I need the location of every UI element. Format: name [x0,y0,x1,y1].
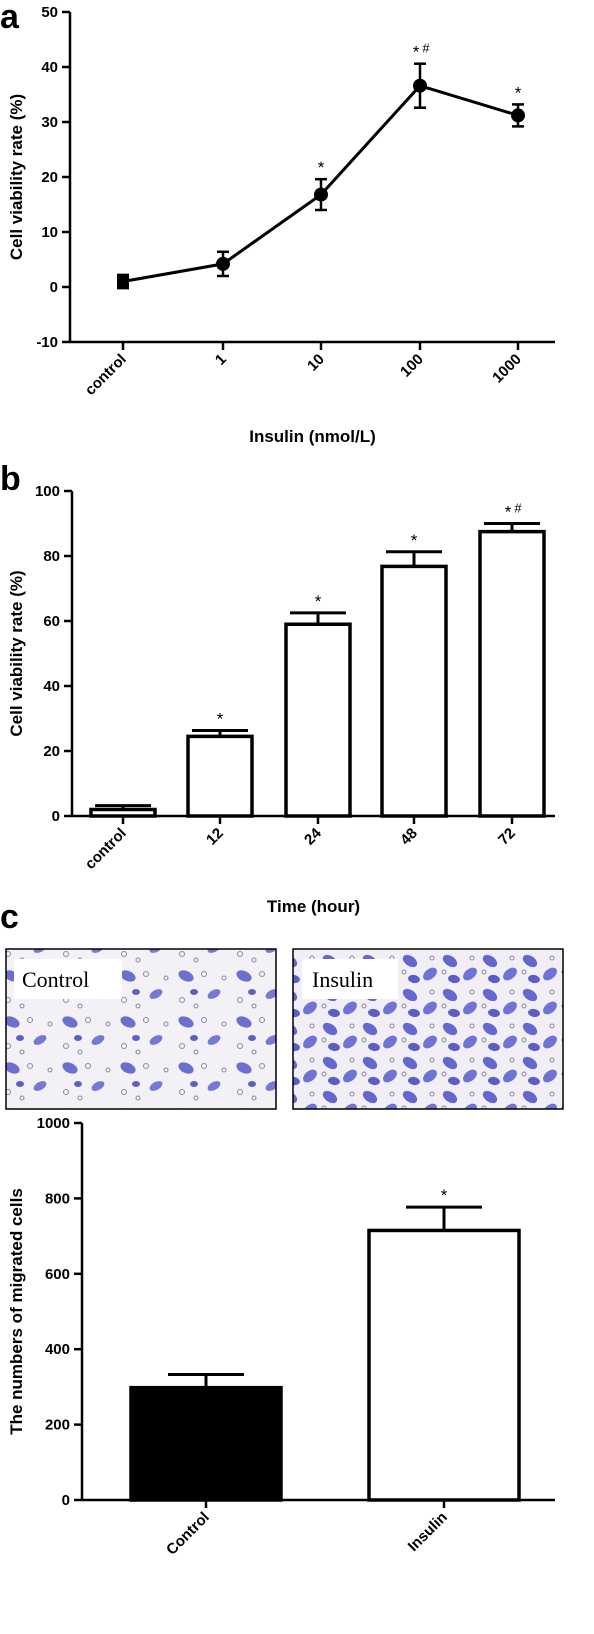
data-point [314,187,328,202]
point-3-sig-star: * [413,43,420,62]
data-point [117,275,129,288]
y-tick-label: 0 [50,279,58,296]
x-axis-title: Time (hour) [267,897,360,916]
y-tick-label: 0 [52,808,60,825]
y-tick-label: -10 [36,334,58,351]
bar-1-sig-star: * [217,710,224,729]
y-axis-title: Cell viability rate (%) [7,570,26,736]
x-tick-label: control [82,351,130,399]
y-tick-label: 0 [62,1492,70,1509]
x-tick-label: 1 [212,351,230,369]
x-tick-label: Insulin [405,1509,451,1555]
chart-c-migration: 0 200 400 600 800 1000 The numbers of migrated… [7,1115,555,1559]
y-tick-label: 1000 [37,1115,70,1132]
panel-label-a: a [0,0,20,36]
y-axis-title: The numbers of migrated cells [7,1188,26,1435]
chart-a-dose-response: -10 0 10 20 30 40 50 Cell viability rate (%) Ins… [7,4,555,446]
y-tick-label: 600 [45,1266,70,1283]
y-tick-label: 20 [43,743,60,760]
micrograph-control: Control [5,948,277,1110]
x-tick-label: control [82,825,130,873]
y-tick-label: 100 [35,483,60,500]
point-3-sig-hash: # [422,41,430,56]
x-tick-label: 12 [203,825,227,849]
micrograph-insulin-label: Insulin [312,967,373,992]
chart-b-time-course: 0 20 40 60 80 100 Cell viability rate (%) Time … [7,483,555,916]
x-axis-title: Insulin (nmol/L) [249,427,376,446]
bar [89,807,157,818]
bar-3-sig-star: * [411,531,418,550]
data-point [511,108,525,123]
bar [367,1228,521,1502]
bar-2-sig-star: * [315,592,322,611]
panel-label-b: b [0,460,21,498]
y-axis-title: Cell viability rate (%) [7,94,26,260]
y-tick-label: 80 [43,548,60,565]
bar [478,529,546,818]
x-tick-label: 72 [495,825,519,849]
x-tick-label: 10 [304,351,328,375]
x-tick-label: Control [163,1509,213,1559]
y-tick-label: 30 [41,114,58,131]
y-tick-label: 200 [45,1417,70,1434]
micrograph-control-label: Control [22,967,89,992]
x-tick-label: 1000 [489,351,525,387]
point-4-sig-star: * [515,83,522,102]
y-tick-label: 40 [43,678,60,695]
y-tick-label: 60 [43,613,60,630]
y-tick-label: 20 [41,169,58,186]
y-tick-label: 40 [41,59,58,76]
bar-4-sig-hash: # [514,501,522,516]
bar [284,622,352,818]
bar [129,1385,283,1502]
bar-1-sig-star: * [441,1186,448,1205]
data-point [413,78,427,93]
bar [186,734,254,818]
panel-label-c: c [0,898,19,936]
x-tick-label: 100 [397,351,427,381]
y-tick-label: 400 [45,1341,70,1358]
y-tick-label: 800 [45,1190,70,1207]
bar [380,564,448,818]
point-2-sig-star: * [318,158,325,177]
x-tick-label: 48 [397,825,421,849]
y-tick-label: 10 [41,224,58,241]
y-tick-label: 50 [41,4,58,21]
bar-4-sig-star: * [505,503,512,522]
micrograph-insulin: Insulin [292,948,564,1110]
data-point [216,256,230,271]
x-tick-label: 24 [301,824,325,848]
